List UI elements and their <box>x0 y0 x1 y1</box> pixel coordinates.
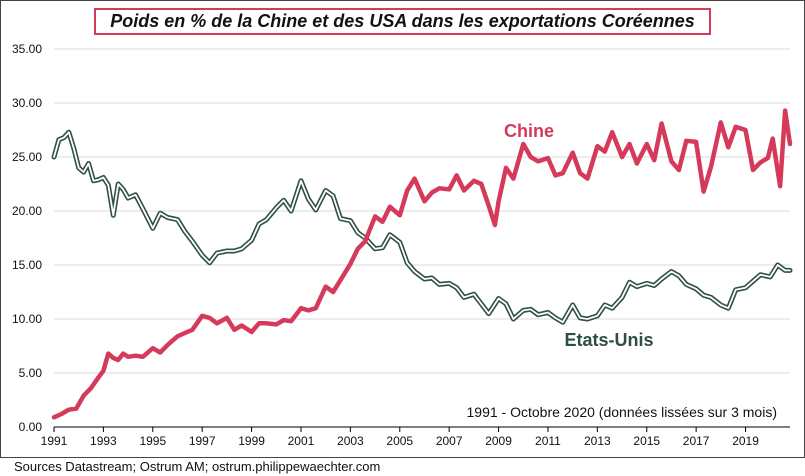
x-tick-label: 1995 <box>139 434 166 448</box>
chart-note: 1991 - Octobre 2020 (données lissées sur… <box>467 404 778 420</box>
y-tick-label: 5.00 <box>19 366 43 380</box>
x-tick-label: 1991 <box>41 434 68 448</box>
series-line-etats-unis-inner <box>53 131 791 324</box>
x-tick-label: 1999 <box>238 434 265 448</box>
chart-frame: 0.00 5.00 10.00 15.00 20.00 25.00 30.00 35.00 19… <box>0 0 805 458</box>
x-tick-label: 2015 <box>633 434 660 448</box>
axes: 0.00 5.00 10.00 15.00 20.00 25.00 30.00 35.00 19… <box>12 42 790 448</box>
source-note: Sources Datastream; Ostrum AM; ostrum.ph… <box>14 459 381 474</box>
gridlines <box>54 48 790 374</box>
series-label-etats-unis: Etats-Unis <box>564 330 653 350</box>
y-tick-label: 10.00 <box>12 312 42 326</box>
x-tick-label: 2007 <box>436 434 463 448</box>
series-line-chine <box>51 108 793 420</box>
x-tick-label: 2001 <box>288 434 315 448</box>
x-tick-label: 2017 <box>683 434 710 448</box>
y-tick-label: 25.00 <box>12 150 42 164</box>
x-tick-label: 2003 <box>337 434 364 448</box>
chart-title: Poids en % de la Chine et des USA dans l… <box>94 8 711 35</box>
x-tick-label: 2019 <box>732 434 759 448</box>
series <box>51 108 793 420</box>
labels: Chine Etats-Unis 1991 - Octobre 2020 (donn… <box>467 121 778 420</box>
y-tick-label: 0.00 <box>19 420 43 434</box>
y-tick-label: 35.00 <box>12 42 42 56</box>
series-label-chine: Chine <box>504 121 554 141</box>
x-tick-label: 2013 <box>584 434 611 448</box>
line-chart: 0.00 5.00 10.00 15.00 20.00 25.00 30.00 35.00 19… <box>12 42 793 448</box>
y-tick-label: 15.00 <box>12 258 42 272</box>
x-tick-label: 2005 <box>386 434 413 448</box>
x-tick-label: 2009 <box>485 434 512 448</box>
x-tick-label: 1993 <box>90 434 117 448</box>
x-tick-label: 2011 <box>535 434 561 448</box>
y-tick-label: 30.00 <box>12 96 42 110</box>
x-tick-label: 1997 <box>189 434 216 448</box>
y-tick-label: 20.00 <box>12 204 42 218</box>
